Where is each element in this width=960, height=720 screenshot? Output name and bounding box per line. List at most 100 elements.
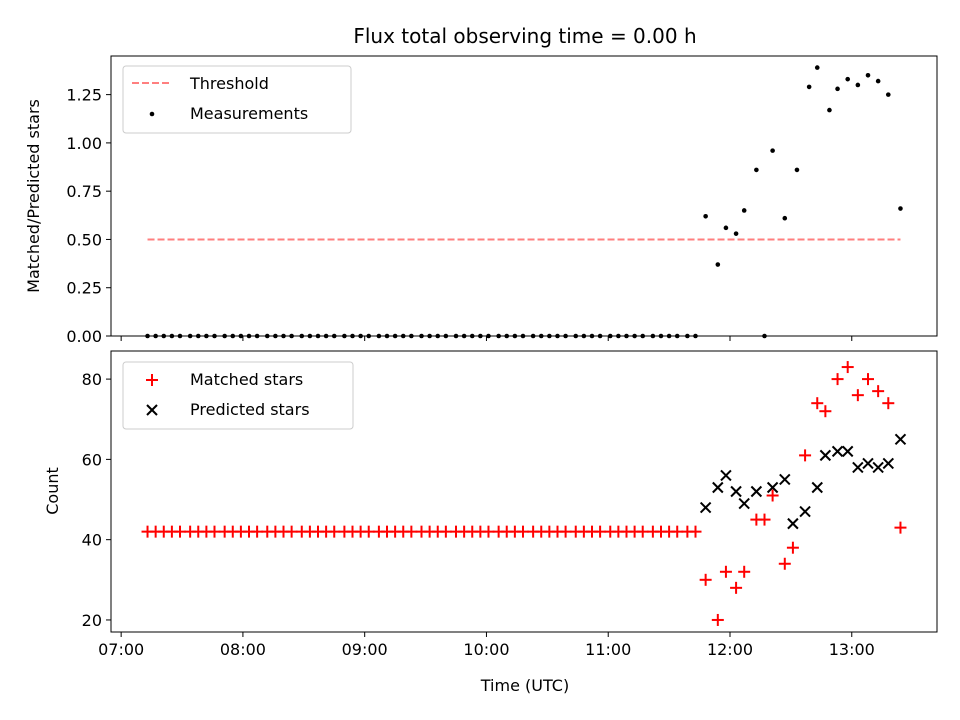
x-axis-label: Time (UTC) [480,676,569,695]
x-tick-label: 07:00 [98,640,144,659]
measurement-point [806,84,812,90]
measurement-point [723,225,729,231]
predicted-star-point [894,433,907,446]
top-legend-frame [122,65,352,134]
top-y-tick-label: 0.25 [66,279,102,298]
bottom-plot: 07:00 08:00 09:00 10:00 11:00 12:00 13:00 20 40 6… [82,350,938,659]
predicted-star-point [712,481,724,494]
matched-star-point [861,373,874,386]
matched-star-point [482,525,495,538]
measurement-point [754,167,759,173]
bottom-axes-frame [110,350,938,633]
x-tick-label: 09:00 [342,640,388,659]
matched-star-point [730,581,743,594]
legend-measurements-label: Measurements [190,104,308,123]
x-tick-label: 13:00 [829,640,875,659]
predicted-star-point [799,505,811,518]
matched-star-point [786,541,799,554]
predicted-star-point [738,497,750,510]
top-y-tick-label: 1.00 [66,134,102,153]
matched-star-point [689,525,702,538]
bottom-y-tick-label: 80 [82,370,102,389]
bottom-y-tick-label: 20 [82,611,102,630]
bottom-y-tick-label: 40 [82,531,102,550]
predicted-star-point [862,457,874,470]
matched-star-point [362,525,375,538]
measurement-point [855,82,861,88]
measurement-point [827,107,832,113]
matched-star-point [758,513,771,526]
top-y-tick-label: 1.25 [66,86,102,105]
predicted-star-point [819,449,832,462]
predicted-star-point [787,517,799,530]
predicted-star-point [766,481,779,494]
measurement-point [835,86,840,92]
predicted-star-point [872,461,884,474]
legend-measurements-swatch [149,111,155,117]
matched-star-point [559,525,572,538]
legend-matched-label: Matched stars [190,370,303,389]
predicted-star-point [730,485,742,498]
matched-star-point [894,521,907,534]
matched-star-point [872,385,885,398]
legend-predicted-swatch [146,404,158,416]
top-axes-frame [110,55,938,337]
measurement-point [782,215,788,221]
matched-star-point [811,397,824,410]
matched-star-point [819,405,832,418]
measurement-point [715,262,721,267]
legend-predicted-label: Predicted stars [190,400,310,419]
bottom-y-axis-label: Count [43,467,62,515]
top-legend: Threshold Measurements [122,65,352,134]
predicted-star-point [720,469,732,482]
bottom-legend: Matched stars Predicted stars [122,361,354,430]
chart-title: Flux total observing time = 0.00 h [353,24,696,48]
matched-star-point [851,389,864,402]
matched-star-point [285,525,298,538]
matched-star-point [636,525,649,538]
matched-star-point [594,525,607,538]
predicted-star-point [779,473,791,486]
measurement-point [814,65,820,70]
matched-star-point [328,525,341,538]
predicted-star-point [699,501,712,514]
measurement-point [875,78,881,84]
matched-star-point [738,565,751,578]
matched-star-point [699,573,712,586]
x-tick-label: 08:00 [220,640,266,659]
measurement-point [845,76,851,82]
matched-star-point [841,361,854,374]
measurement-point [733,231,739,236]
predicted-star-point [882,457,894,470]
top-y-axis-label: Matched/Predicted stars [24,99,43,293]
bottom-legend-frame [122,361,354,430]
predicted-star-point [841,445,854,458]
measurement-point [770,148,775,153]
matched-star-point [439,525,452,538]
top-y-tick-label: 0.50 [66,230,102,249]
matched-star-point [405,525,418,538]
predicted-star-point [831,445,844,458]
predicted-star-point [750,485,763,498]
top-y-tick-label: 0.75 [66,182,102,201]
matched-star-point [671,525,684,538]
x-tick-label: 10:00 [463,640,509,659]
bottom-y-tick-label: 60 [82,450,102,469]
matched-star-point [208,525,221,538]
measurement-point [898,206,903,211]
predicted-star-point [852,461,864,474]
measurement-point [703,213,708,219]
top-plot: 0.00 0.25 0.50 0.75 1.00 1.25 [66,55,938,346]
matched-star-point [766,489,779,502]
measurement-point [794,167,800,173]
matched-star-point [882,397,895,410]
top-y-tick-label: 0.00 [66,327,102,346]
matched-star-point [831,373,844,386]
matched-star-point [778,557,791,570]
measurement-point [741,208,747,213]
measurement-point [885,92,891,97]
matched-star-point [799,449,812,462]
matched-star-point [251,525,264,538]
matched-star-point [516,525,529,538]
